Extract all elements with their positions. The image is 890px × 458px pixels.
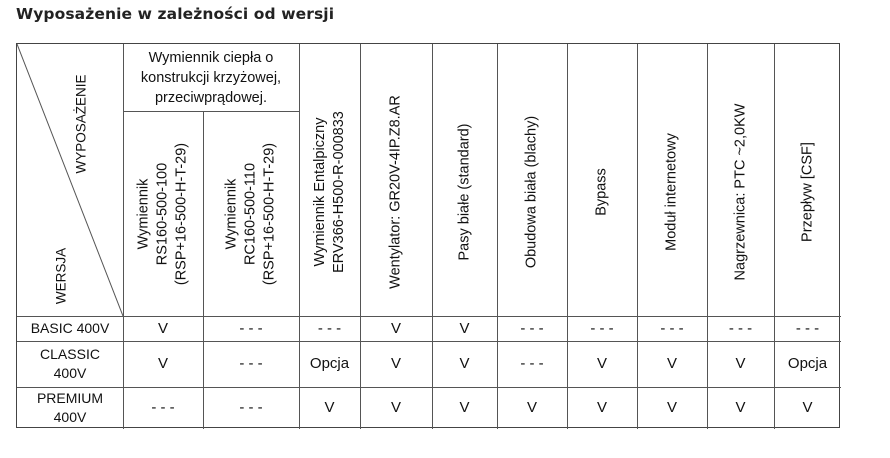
column-divider <box>299 44 300 429</box>
row-label-line: 400V <box>53 409 87 425</box>
row-label-line: CLASSIC <box>40 346 100 362</box>
column-header-line: ERV366-H500-R-000833 <box>330 111 347 273</box>
column-header-line: Wymiennik Entalpiczny <box>311 117 328 267</box>
column-header: Wentylator: GR20V-4IP.Z8.AR <box>387 95 406 289</box>
row-label-line: PREMIUM <box>36 390 104 406</box>
table-cell: V <box>390 355 401 372</box>
table-cell: - - - <box>151 399 175 416</box>
table-cell: - - - <box>239 399 263 416</box>
table-cell: V <box>157 355 168 372</box>
table-cell: - - - <box>239 319 263 337</box>
table-cell: - - - <box>590 319 614 337</box>
column-header: Przepływ [CSF] <box>798 142 817 242</box>
column-header: Wymiennik RC160-500-110 (RSP+16-500-H-T-29… <box>223 142 280 284</box>
column-divider <box>123 44 124 429</box>
corner-equipment-label: WYPOSAŻENIE <box>73 74 89 174</box>
equipment-table: WYPOSAŻENIE WERSJA Wymiennik ciepła o ko… <box>16 43 841 429</box>
column-header: Pasy białe (standard) <box>455 123 474 260</box>
column-divider <box>567 44 568 429</box>
column-header: Nagrzewnica: PTC ~2,0KW <box>731 104 750 281</box>
row-label-line: 400V <box>53 365 87 381</box>
page-title: Wyposażenie w zależności od wersji <box>16 5 335 23</box>
column-header-line: Wymiennik <box>135 178 152 249</box>
row-label: BASIC 400V <box>17 319 123 338</box>
heat-exchanger-group-header: Wymiennik ciepła o konstrukcji krzyżowej… <box>140 49 282 106</box>
table-cell: V <box>735 399 746 416</box>
column-divider <box>432 44 433 429</box>
table-cell: V <box>596 399 607 416</box>
table-cell: Opcja <box>309 355 350 372</box>
table-cell: - - - <box>239 355 263 372</box>
table-cell: - - - <box>660 319 684 337</box>
column-header-line: Wentylator: GR20V-4IP.Z8.AR <box>387 95 404 289</box>
table-cell: V <box>596 355 607 372</box>
table-cell: V <box>735 355 746 372</box>
table-cell: V <box>459 399 470 416</box>
column-header: Wymiennik RS160-500-100 (RSP+16-500-H-T-29… <box>135 142 192 284</box>
table-cell: V <box>324 399 335 416</box>
column-divider <box>637 44 638 429</box>
column-header-line: RS160-500-100 <box>154 162 171 265</box>
group-divider <box>123 111 299 112</box>
column-header: Wymiennik Entalpiczny ERV366-H500-R-00083… <box>311 111 349 273</box>
column-header-line: Przepływ [CSF] <box>799 142 815 242</box>
table-cell: Opcja <box>787 355 828 372</box>
column-header-line: Wymiennik <box>223 178 240 249</box>
corner-version-label: WERSJA <box>53 247 69 305</box>
row-divider <box>17 387 841 388</box>
table-cell: - - - <box>728 319 753 337</box>
table-cell: - - - <box>795 319 820 337</box>
row-divider <box>17 341 841 342</box>
table-cell: - - - <box>520 355 544 372</box>
table-cell: V <box>666 355 677 372</box>
table-cell: V <box>526 399 537 416</box>
column-header-line: Bypass <box>593 168 610 216</box>
table-cell: V <box>390 319 401 337</box>
row-divider <box>17 316 841 317</box>
column-header: Moduł internetowy <box>663 133 682 251</box>
column-header-line: Moduł internetowy <box>663 133 680 251</box>
table-cell: - - - <box>317 319 342 337</box>
column-header-line: Pasy białe (standard) <box>456 123 472 261</box>
table-cell: V <box>390 399 401 416</box>
column-header-line: (RSP+16-500-H-T-29) <box>261 142 278 285</box>
table-cell: V <box>666 399 677 416</box>
column-header: Obudowa biała (blachy) <box>523 116 542 268</box>
column-header-line: RC160-500-110 <box>242 162 259 265</box>
table-cell: V <box>802 399 813 416</box>
column-divider <box>203 111 204 429</box>
column-header: Bypass <box>593 168 612 216</box>
corner-diagonal <box>17 44 123 316</box>
table-cell: V <box>459 355 470 372</box>
table-cell: - - - <box>520 319 544 337</box>
column-divider <box>360 44 361 429</box>
table-cell: V <box>157 319 168 337</box>
column-header-line: (RSP+16-500-H-T-29) <box>173 142 190 285</box>
column-divider <box>774 44 775 429</box>
column-divider <box>707 44 708 429</box>
column-header-line: Obudowa biała (blachy) <box>523 115 540 269</box>
column-header-line: Nagrzewnica: PTC ~2,0KW <box>732 103 748 281</box>
column-divider <box>497 44 498 429</box>
table-cell: V <box>459 319 470 337</box>
row-label: PREMIUM 400V <box>17 389 123 427</box>
row-label: CLASSIC 400V <box>17 345 123 383</box>
row-label-line: BASIC 400V <box>30 320 110 336</box>
